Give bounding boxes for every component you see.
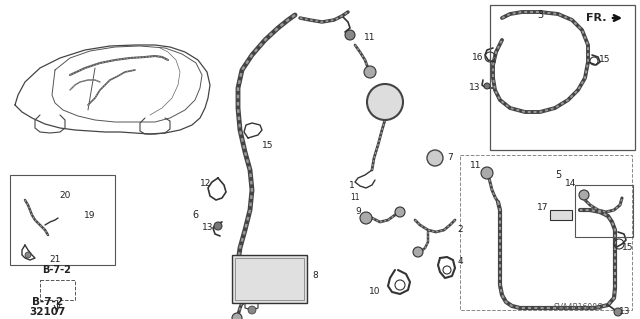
Text: 13: 13 [620,308,631,316]
Circle shape [484,83,490,89]
Text: 32107: 32107 [30,307,66,317]
Circle shape [25,252,31,258]
Text: 6: 6 [192,210,198,220]
Bar [10,175,115,265]
Text: 15: 15 [262,140,274,150]
Text: B-7-2: B-7-2 [43,265,72,275]
Text: B-7-2: B-7-2 [33,297,63,307]
Text: 3: 3 [537,10,543,20]
Text: 15: 15 [599,56,611,64]
Text: 7: 7 [447,152,453,161]
Text: 11: 11 [470,160,482,169]
Bar [550,210,572,220]
Text: 4: 4 [457,257,463,266]
Text: 10: 10 [369,287,381,296]
Text: 11: 11 [350,192,360,202]
Circle shape [395,207,405,217]
Text: SVA4B1600C: SVA4B1600C [554,303,603,313]
Text: 11: 11 [364,33,376,42]
Text: 8: 8 [312,271,318,279]
Text: 1: 1 [349,181,355,189]
Circle shape [232,313,242,319]
Circle shape [481,167,493,179]
Text: 13: 13 [202,224,214,233]
Circle shape [413,247,423,257]
Text: 2: 2 [457,226,463,234]
Bar [40,280,75,300]
Bar [232,255,307,303]
Circle shape [345,30,355,40]
Circle shape [360,212,372,224]
Text: 15: 15 [622,243,634,253]
Text: 21: 21 [49,256,61,264]
Text: 16: 16 [472,53,484,62]
Text: 5: 5 [555,170,561,180]
Text: 14: 14 [565,179,577,188]
Bar [460,155,632,310]
Text: 13: 13 [469,83,481,92]
Bar [490,5,635,150]
Circle shape [364,66,376,78]
Text: 17: 17 [537,203,548,211]
Circle shape [248,306,256,314]
Circle shape [579,190,589,200]
Text: FR.: FR. [586,13,606,23]
Text: 20: 20 [60,190,70,199]
Text: 19: 19 [84,211,96,219]
Text: 9: 9 [355,207,361,217]
Circle shape [614,308,622,316]
Circle shape [214,222,222,230]
Bar [575,185,633,237]
Bar [235,258,304,300]
Text: 12: 12 [200,180,212,189]
Circle shape [427,150,443,166]
Circle shape [367,84,403,120]
